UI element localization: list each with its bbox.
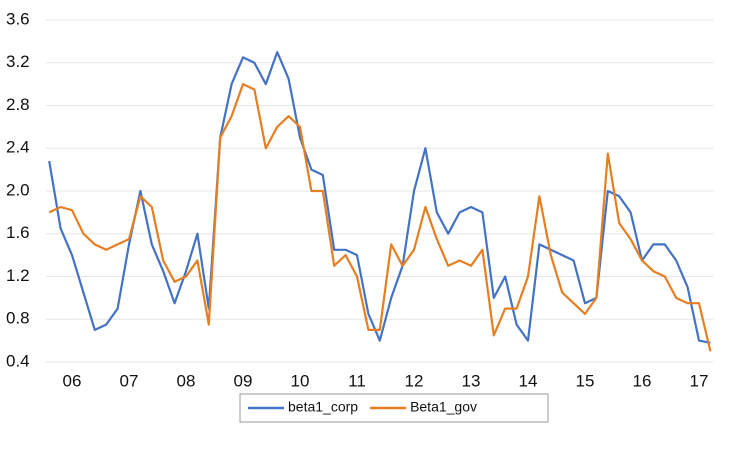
- y-tick-label: 3.6: [6, 9, 30, 28]
- x-tick-label: 09: [234, 371, 253, 390]
- y-tick-label: 2.0: [6, 180, 30, 199]
- x-tick-label: 07: [120, 371, 139, 390]
- legend-box: [239, 393, 549, 423]
- legend-label: Beta1_gov: [410, 399, 477, 415]
- y-tick-label: 3.2: [6, 52, 30, 71]
- x-tick-label: 12: [405, 371, 424, 390]
- y-tick-label: 2.8: [6, 95, 30, 114]
- y-tick-label: 1.2: [6, 266, 30, 285]
- x-tick-label: 17: [690, 371, 709, 390]
- y-tick-label: 1.6: [6, 223, 30, 242]
- x-tick-label: 11: [348, 371, 366, 390]
- x-tick-label: 16: [633, 371, 652, 390]
- y-tick-label: 0.4: [6, 351, 30, 370]
- series-line: [48, 51, 711, 344]
- x-tick-label: 10: [291, 371, 310, 390]
- x-tick-label: 14: [519, 371, 538, 390]
- x-tick-label: 06: [63, 371, 82, 390]
- x-tick-label: 13: [462, 371, 481, 390]
- series-line: [48, 83, 712, 352]
- x-tick-label: 15: [576, 371, 595, 390]
- legend-label: beta1_corp: [288, 399, 358, 415]
- x-tick-label: 08: [177, 371, 196, 390]
- y-tick-label: 2.4: [6, 138, 30, 157]
- y-tick-label: 0.8: [6, 309, 30, 328]
